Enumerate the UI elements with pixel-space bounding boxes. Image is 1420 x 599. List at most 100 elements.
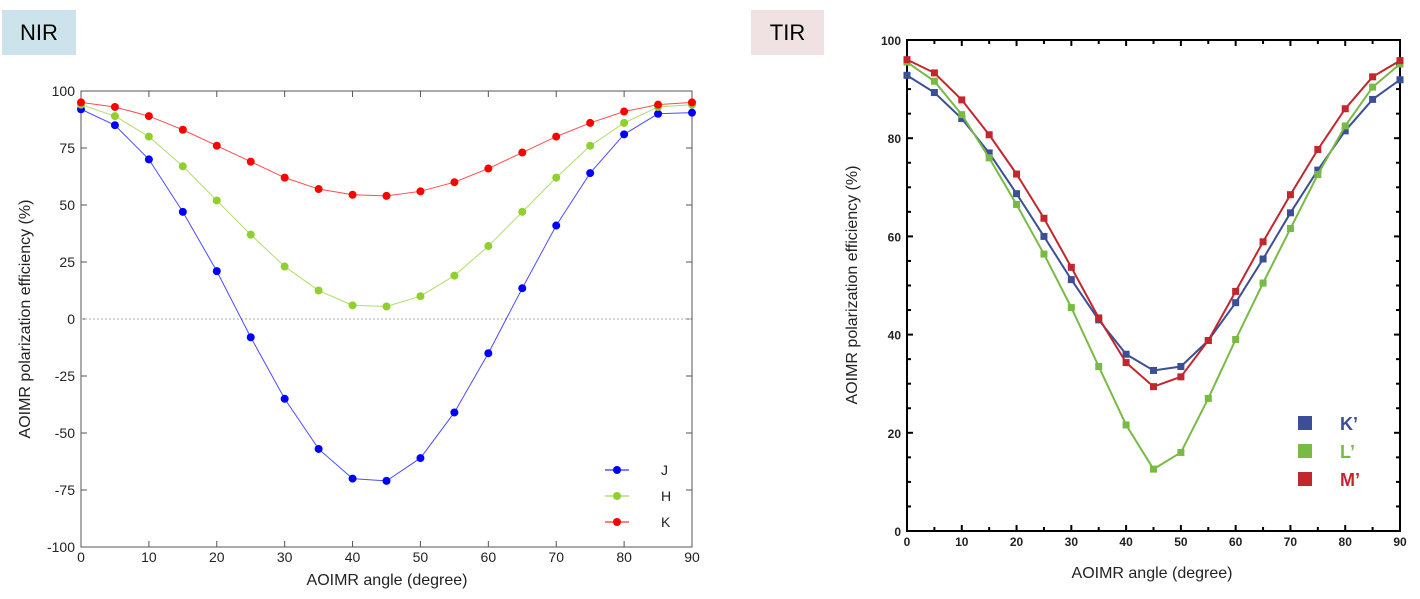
data-point-H: [314, 286, 323, 295]
data-point-L’: [1341, 122, 1349, 130]
legend-marker-M’: [1298, 472, 1312, 486]
data-point-M’: [1369, 73, 1377, 81]
data-point-K’: [985, 149, 993, 157]
legend-label-H: H: [661, 488, 671, 504]
data-point-M’: [1122, 359, 1130, 367]
data-point-K: [450, 178, 459, 187]
x-tick-label: 60: [1229, 535, 1243, 549]
data-point-M’: [1150, 383, 1157, 391]
data-point-K: [484, 164, 493, 173]
x-tick-label: 0: [77, 549, 85, 565]
data-point-K: [178, 125, 187, 134]
data-point-K’: [1150, 366, 1157, 374]
data-point-J: [246, 333, 255, 342]
x-tick-label: 30: [277, 549, 293, 565]
data-point-J: [552, 221, 561, 230]
data-point-H: [178, 162, 187, 171]
legend-label-K: K: [661, 514, 671, 530]
x-tick-label: 30: [1065, 535, 1079, 549]
data-point-M’: [985, 131, 993, 139]
y-tick-label: 80: [888, 132, 902, 146]
data-point-J: [450, 408, 459, 417]
x-tick-label: 40: [345, 549, 361, 565]
data-point-M’: [1259, 238, 1267, 246]
data-point-L’: [1204, 394, 1212, 402]
y-tick-label: 20: [888, 427, 902, 441]
data-point-K: [246, 157, 255, 166]
data-point-L’: [1232, 336, 1240, 344]
x-tick-label: 50: [1174, 535, 1188, 549]
data-point-M’: [958, 96, 966, 104]
x-tick-label: 0: [904, 535, 911, 549]
data-point-J: [620, 130, 629, 139]
series-line-J: [80, 108, 693, 482]
legend-marker-H: [613, 492, 621, 500]
data-point-H: [280, 262, 289, 271]
data-point-L’: [1177, 448, 1185, 456]
data-point-K: [416, 187, 425, 196]
data-point-L’: [985, 154, 993, 162]
data-point-H: [518, 207, 527, 216]
series-line-M’: [906, 58, 1401, 388]
y-tick-label: 100: [881, 34, 901, 48]
y-axis-label: AOIMR polarization efficiency (%): [17, 200, 34, 439]
x-tick-label: 90: [684, 549, 700, 565]
data-point-H: [382, 302, 391, 311]
data-point-K’: [1341, 127, 1349, 135]
data-point-M’: [1396, 57, 1404, 65]
series-line-K: [80, 101, 693, 197]
y-tick-label: 50: [59, 197, 75, 213]
data-point-K’: [1122, 350, 1130, 358]
data-point-L’: [1259, 279, 1267, 287]
x-tick-label: 10: [955, 535, 969, 549]
data-point-K: [586, 118, 595, 127]
data-point-J: [518, 284, 527, 293]
y-tick-label: 0: [894, 525, 901, 539]
data-point-K: [688, 98, 696, 107]
data-point-J: [110, 121, 119, 130]
legend-marker-J: [613, 466, 621, 474]
x-tick-label: 10: [141, 549, 157, 565]
data-point-M’: [1067, 263, 1075, 271]
data-point-M’: [1286, 191, 1294, 199]
data-point-M’: [1232, 287, 1240, 295]
data-point-K: [144, 112, 153, 121]
data-point-J: [348, 474, 357, 483]
data-point-K: [552, 132, 561, 141]
data-point-J: [586, 169, 595, 178]
plot-frame: [906, 39, 1401, 532]
legend-marker-K’: [1298, 416, 1312, 430]
data-point-L’: [1040, 250, 1048, 258]
x-tick-label: 70: [548, 549, 564, 565]
data-point-K’: [1177, 363, 1185, 371]
data-point-M’: [903, 56, 911, 64]
data-point-J: [212, 267, 221, 276]
y-tick-label: 60: [888, 230, 902, 244]
data-point-K: [382, 191, 391, 200]
data-point-L’: [958, 111, 966, 119]
series-line-K’: [906, 74, 1401, 372]
data-point-K: [212, 141, 221, 150]
data-point-J: [484, 349, 493, 358]
y-tick-label: 0: [67, 311, 75, 327]
data-point-H: [552, 173, 561, 182]
data-point-K: [654, 100, 663, 109]
x-tick-label: 20: [209, 549, 225, 565]
nir-panel-label: NIR: [2, 10, 76, 55]
legend-label-M’: M’: [1340, 470, 1360, 490]
data-point-H: [620, 118, 629, 127]
legend-label-J: J: [661, 462, 668, 478]
data-point-K’: [903, 71, 911, 79]
data-point-H: [110, 112, 119, 121]
data-point-K’: [1369, 95, 1377, 103]
x-tick-label: 40: [1119, 535, 1133, 549]
x-tick-label: 70: [1284, 535, 1298, 549]
x-axis-label: AOIMR angle (degree): [307, 572, 468, 589]
data-point-J: [654, 109, 663, 118]
y-tick-label: 40: [888, 329, 902, 343]
y-tick-label: -100: [47, 539, 75, 555]
data-point-M’: [1341, 105, 1349, 113]
data-point-K: [280, 173, 289, 182]
data-point-J: [688, 108, 696, 117]
data-point-K: [518, 148, 527, 157]
